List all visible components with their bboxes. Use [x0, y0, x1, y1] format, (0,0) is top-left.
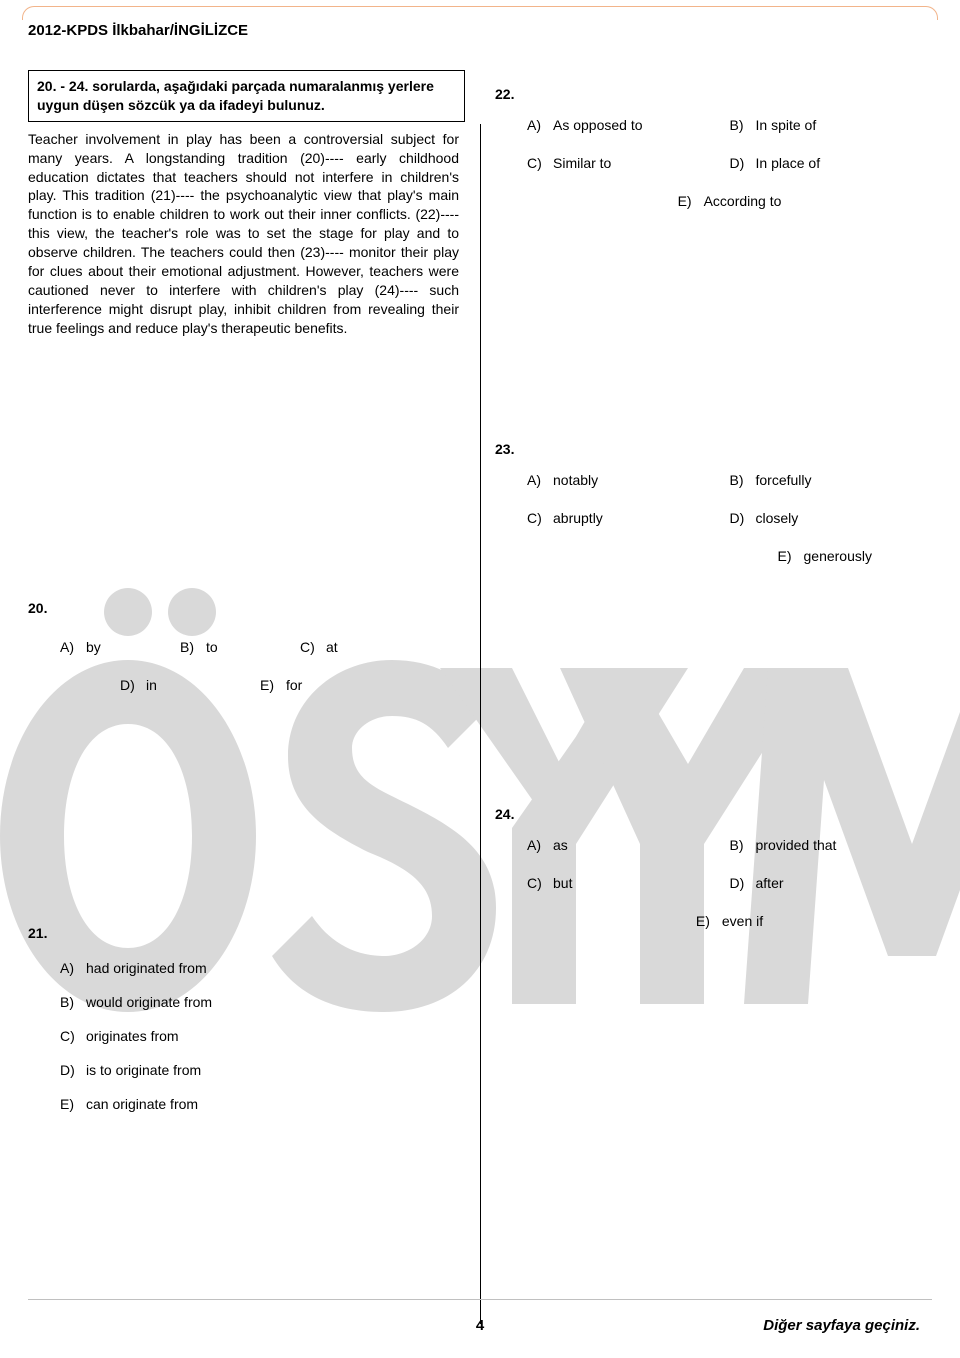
q24-option-b[interactable]: B)provided that [730, 837, 933, 853]
content-columns: 20. - 24. sorularda, aşağıdaki parçada n… [28, 70, 932, 1258]
q20-option-e[interactable]: E)for [260, 677, 380, 693]
q23-option-c[interactable]: C)abruptly [527, 510, 730, 526]
q21-number: 21. [28, 923, 56, 944]
q21-option-c[interactable]: C)originates from [60, 1028, 465, 1044]
q20-option-a[interactable]: A)by [60, 639, 180, 655]
q21-option-e[interactable]: E)can originate from [60, 1096, 465, 1112]
question-24: 24. [495, 804, 932, 825]
q21-option-b[interactable]: B)would originate from [60, 994, 465, 1010]
q20-option-b[interactable]: B)to [180, 639, 300, 655]
q23-number: 23. [495, 439, 523, 460]
q20-option-c[interactable]: C)at [300, 639, 420, 655]
q22-option-a[interactable]: A)As opposed to [527, 117, 730, 133]
question-23: 23. [495, 439, 932, 460]
q20-number: 20. [28, 598, 56, 619]
column-divider [480, 124, 481, 1324]
q24-number: 24. [495, 804, 523, 825]
question-22: 22. [495, 84, 932, 105]
q21-option-d[interactable]: D)is to originate from [60, 1062, 465, 1078]
q24-option-c[interactable]: C)but [527, 875, 730, 891]
q24-option-e[interactable]: E)even if [696, 913, 763, 929]
footer-divider [28, 1299, 932, 1300]
q24-option-d[interactable]: D)after [730, 875, 933, 891]
footer-next-page: Diğer sayfaya geçiniz. [763, 1317, 920, 1334]
q22-option-b[interactable]: B)In spite of [730, 117, 933, 133]
q23-option-a[interactable]: A)notably [527, 472, 730, 488]
page-header: 2012-KPDS İlkbahar/İNGİLİZCE [28, 22, 248, 39]
question-21: 21. [28, 923, 465, 944]
passage-text: Teacher involvement in play has been a c… [28, 130, 465, 338]
q23-option-b[interactable]: B)forcefully [730, 472, 933, 488]
q22-option-c[interactable]: C)Similar to [527, 155, 730, 171]
q23-option-e[interactable]: E)generously [778, 548, 873, 564]
instruction-box: 20. - 24. sorularda, aşağıdaki parçada n… [28, 70, 465, 122]
q20-option-d[interactable]: D)in [120, 677, 260, 693]
exam-page: 2012-KPDS İlkbahar/İNGİLİZCE 20. - 24. s… [0, 0, 960, 1358]
q22-number: 22. [495, 84, 523, 105]
right-column: 22. A)As opposed to B)In spite of C)Simi… [495, 70, 932, 1258]
q22-option-e[interactable]: E)According to [678, 193, 782, 209]
q23-option-d[interactable]: D)closely [730, 510, 933, 526]
question-20: 20. [28, 598, 465, 619]
q21-option-a[interactable]: A)had originated from [60, 960, 465, 976]
left-column: 20. - 24. sorularda, aşağıdaki parçada n… [28, 70, 465, 1258]
q24-option-a[interactable]: A)as [527, 837, 730, 853]
q22-option-d[interactable]: D)In place of [730, 155, 933, 171]
